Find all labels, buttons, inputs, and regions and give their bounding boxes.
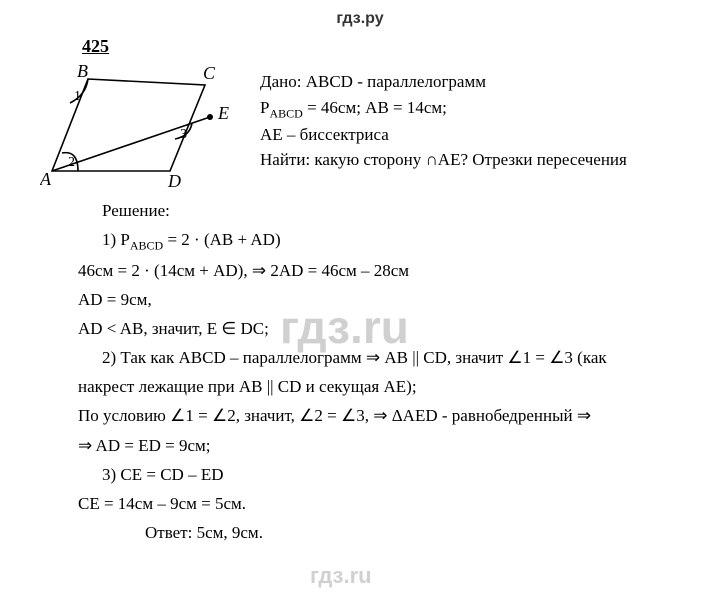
- given-l1: Дано: ABCD - параллелограмм: [260, 69, 627, 95]
- solution-block: Решение: 1) РABCD = 2 · (AB + AD) 46см =…: [40, 197, 680, 547]
- site-logo: гдз.ру: [40, 10, 680, 28]
- sol-10: СЕ = 14см – 9см = 5см.: [40, 490, 680, 518]
- angle-1: 1: [74, 89, 81, 104]
- angle-3: 3: [180, 127, 187, 142]
- problem-top: B C A D E 1 2 3 Дано: ABCD - параллелогр…: [40, 63, 680, 193]
- vertex-d: D: [167, 171, 181, 191]
- problem-number: 425: [82, 36, 680, 57]
- given-l4: Найти: какую сторону ∩АЕ? Отрезки пересе…: [260, 147, 627, 173]
- geometry-diagram: B C A D E 1 2 3: [40, 63, 240, 193]
- sol-5: 2) Так как ABCD – параллелограмм ⇒ AB ||…: [40, 344, 680, 372]
- angle-2: 2: [68, 155, 75, 170]
- vertex-c: C: [203, 63, 216, 83]
- sol-2: 46см = 2 · (14см + AD), ⇒ 2AD = 46см – 2…: [40, 257, 680, 285]
- sol-6: накрест лежащие при AB || CD и секущая А…: [40, 373, 680, 401]
- answer: Ответ: 5см, 9см.: [40, 519, 680, 547]
- watermark-bottom: гдз.ru: [310, 563, 372, 589]
- vertex-b: B: [77, 63, 88, 81]
- vertex-e: E: [217, 103, 229, 123]
- sol-1: 1) РABCD = 2 · (AB + AD): [40, 226, 680, 256]
- given-l3: АЕ – биссектриса: [260, 122, 627, 148]
- sol-4: AD < AB, значит, Е ∈ DC;: [40, 315, 680, 343]
- sol-7: По условию ∠1 = ∠2, значит, ∠2 = ∠3, ⇒ Δ…: [40, 402, 680, 430]
- given-l2: РABCD = 46см; AB = 14см;: [260, 95, 627, 122]
- sol-3: AD = 9см,: [40, 286, 680, 314]
- sol-9: 3) СЕ = CD – ED: [40, 461, 680, 489]
- given-block: Дано: ABCD - параллелограмм РABCD = 46см…: [240, 63, 627, 173]
- vertex-a: A: [40, 169, 52, 189]
- solution-title: Решение:: [40, 197, 680, 225]
- sol-8: ⇒ AD = ED = 9см;: [40, 432, 680, 460]
